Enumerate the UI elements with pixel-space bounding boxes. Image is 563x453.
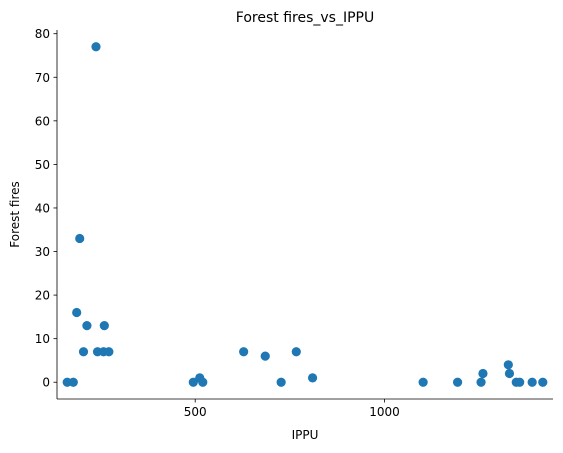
data-point bbox=[68, 377, 78, 387]
data-point bbox=[99, 320, 109, 331]
data-point bbox=[307, 373, 318, 383]
data-point bbox=[104, 347, 114, 357]
data-point bbox=[72, 307, 82, 318]
y-axis-label: Forest fires bbox=[8, 181, 22, 248]
data-point bbox=[515, 377, 525, 387]
data-point bbox=[188, 377, 198, 387]
x-tick-label: 1000 bbox=[369, 405, 400, 419]
data-point bbox=[276, 377, 286, 387]
data-point bbox=[291, 347, 301, 357]
axes bbox=[56, 30, 553, 400]
y-tick-label: 20 bbox=[35, 289, 50, 303]
data-point bbox=[75, 233, 85, 244]
data-points bbox=[62, 42, 548, 387]
x-axis-label: IPPU bbox=[292, 428, 319, 442]
x-tick-label: 500 bbox=[184, 405, 207, 419]
y-tick-label: 50 bbox=[35, 158, 50, 172]
data-point bbox=[503, 360, 513, 370]
data-point bbox=[527, 377, 537, 387]
chart-title: Forest fires_vs_IPPU bbox=[236, 10, 374, 26]
data-point bbox=[239, 347, 249, 357]
data-point bbox=[198, 377, 208, 387]
y-tick-label: 40 bbox=[35, 201, 50, 215]
data-point bbox=[418, 377, 428, 387]
data-point bbox=[452, 377, 463, 387]
y-ticks: 0 10 20 30 40 50 60 70 80 bbox=[35, 27, 57, 390]
data-point bbox=[478, 368, 488, 379]
y-tick-label: 80 bbox=[35, 27, 50, 41]
data-point bbox=[504, 368, 515, 379]
y-tick-label: 70 bbox=[35, 71, 50, 85]
y-tick-label: 0 bbox=[42, 376, 50, 390]
data-point bbox=[538, 377, 548, 387]
data-point bbox=[476, 377, 486, 387]
data-point bbox=[260, 351, 270, 361]
data-point bbox=[91, 42, 101, 52]
x-ticks: 500 1000 bbox=[184, 399, 400, 419]
data-point bbox=[82, 320, 92, 331]
y-tick-label: 30 bbox=[35, 245, 50, 259]
data-point bbox=[78, 347, 89, 357]
y-tick-label: 10 bbox=[35, 332, 50, 346]
y-tick-label: 60 bbox=[35, 114, 50, 128]
